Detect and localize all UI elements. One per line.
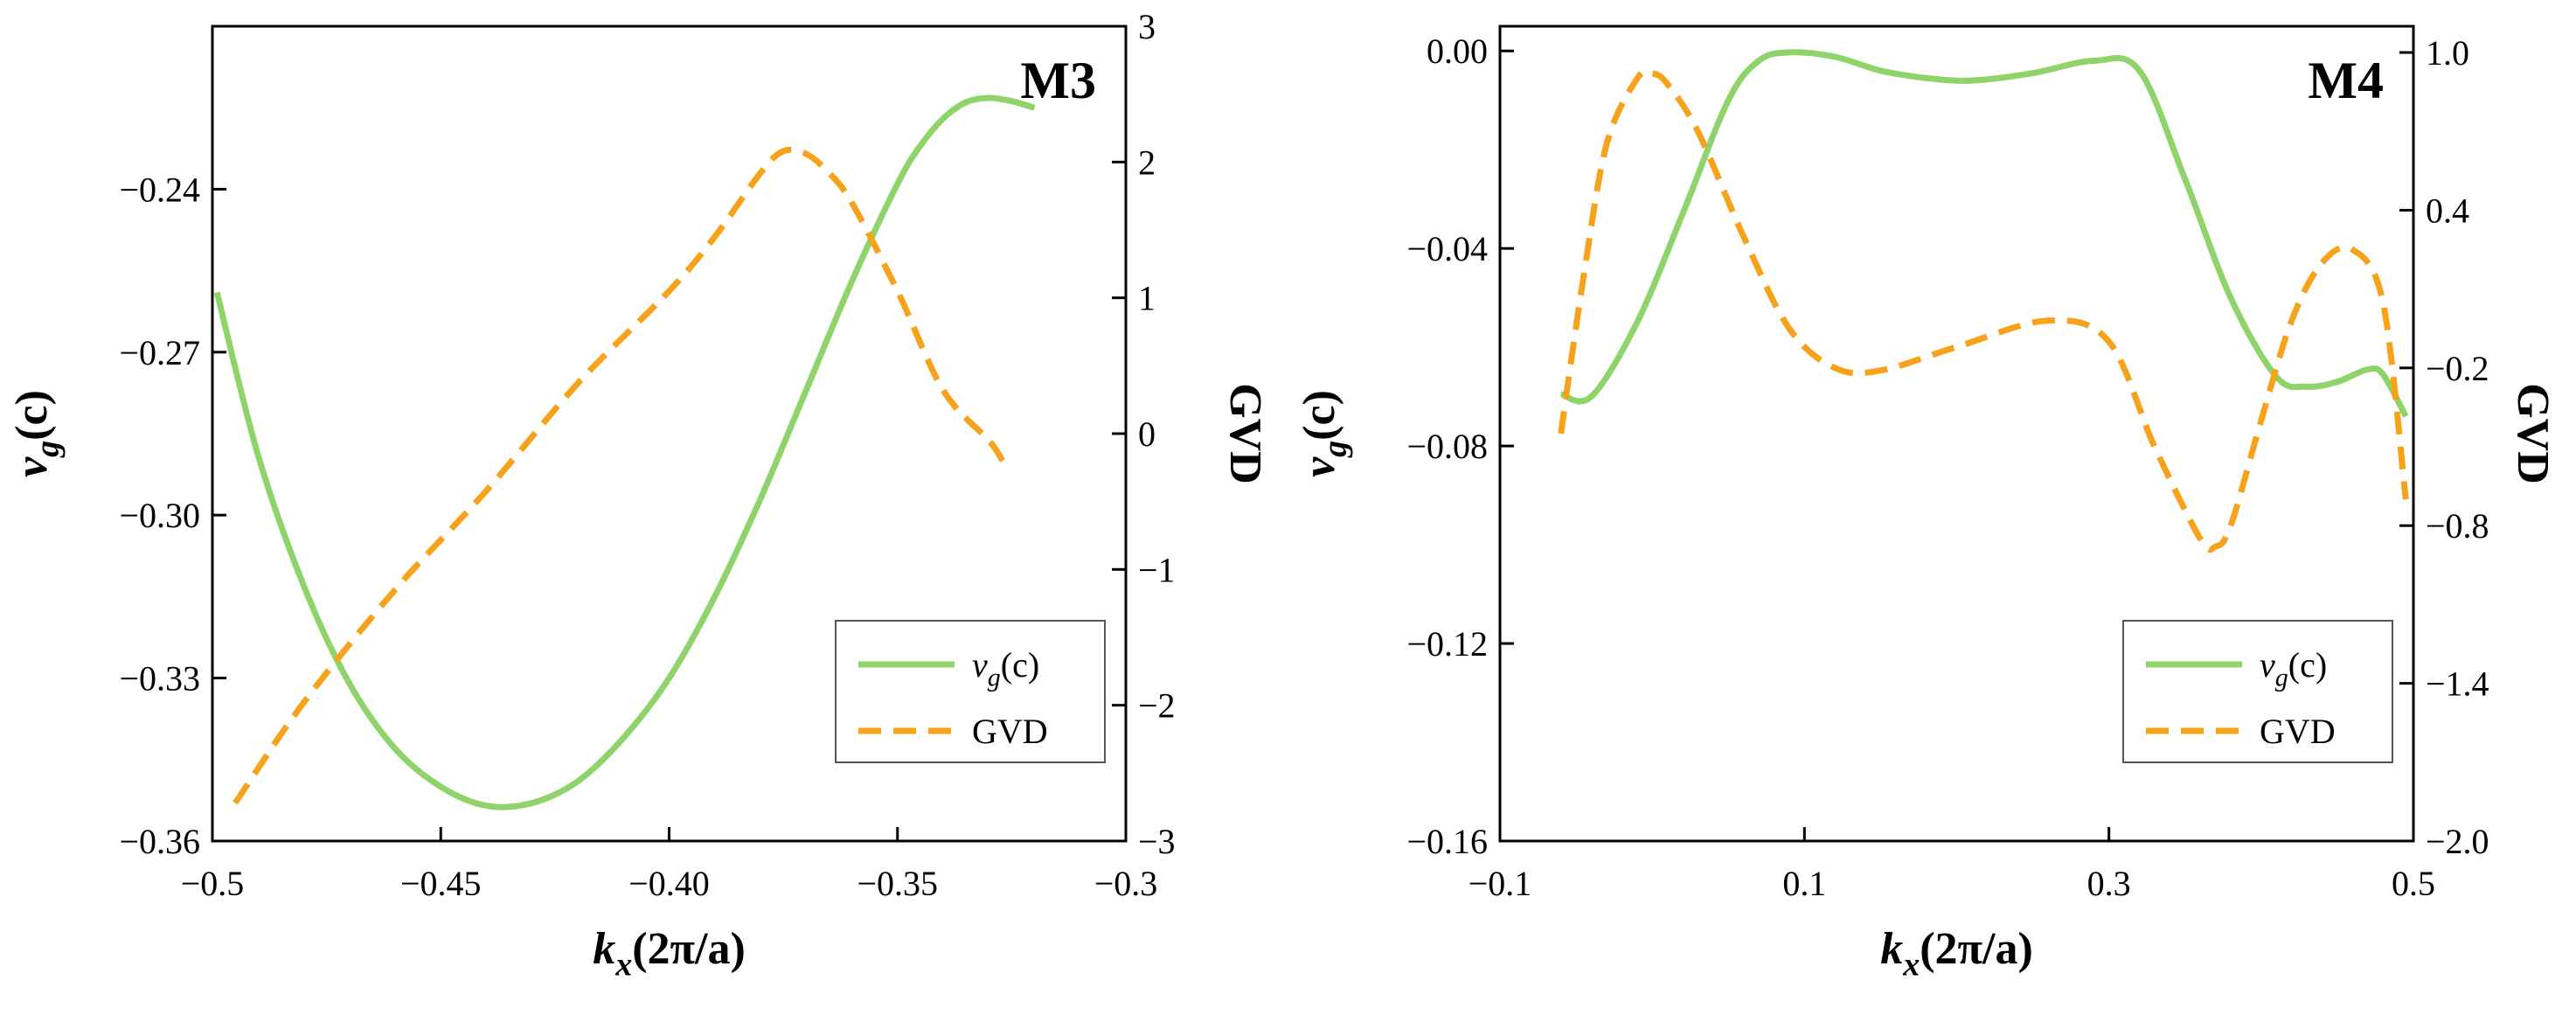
legend-label: vg(c) [972,645,1039,692]
x-tick-label: −0.5 [181,864,245,903]
y-tick-label: −0.08 [1406,427,1488,466]
legend-box [2122,620,2393,763]
y2-tick-label: 2 [1138,143,1156,182]
y2-tick-label: 1 [1138,279,1156,318]
y2-tick-label: 0.4 [2426,191,2469,230]
y2-tick-label: −1 [1138,550,1176,589]
x-tick-label: 0.1 [1782,864,1826,903]
x-tick-label: 0.3 [2087,864,2131,903]
y2-tick-label: −2 [1138,686,1176,726]
x-tick-label: −0.40 [628,864,710,903]
panel-label: M4 [2308,52,2384,109]
y-tick-label: 0.00 [1427,31,1488,71]
x-tick-label: −0.35 [857,864,938,903]
series-line-vg [1559,49,2409,418]
y-tick-label: −0.16 [1406,822,1488,861]
y2-tick-label: −0.2 [2426,349,2489,388]
x-axis-label: kx(2π/a) [593,924,746,983]
y2-tick-label: −1.4 [2426,664,2489,704]
panel-label: M3 [1020,52,1096,109]
series-line-gvd [1558,68,2409,553]
y-tick-label: −0.24 [119,170,200,209]
y-axis-label: vg(c) [7,390,66,477]
y-tick-label: −0.04 [1406,229,1488,268]
y-tick-label: −0.33 [119,659,200,699]
y2-tick-label: −0.8 [2426,506,2489,546]
legend-box [835,620,1106,763]
y2-axis-label: GVD [1220,383,1270,484]
legend-label: vg(c) [2260,645,2327,692]
x-tick-label: −0.45 [400,864,482,903]
legend-label: GVD [2260,712,2336,751]
y-tick-label: −0.12 [1406,624,1488,664]
y2-tick-label: −3 [1138,822,1176,861]
series-line-vg [213,94,1036,810]
y-tick-label: −0.30 [119,496,200,535]
y-tick-label: −0.36 [119,822,200,861]
x-tick-label: −0.3 [1094,864,1158,903]
y2-axis-label: GVD [2508,383,2558,484]
y2-tick-label: 0 [1138,414,1156,454]
y2-tick-label: −2.0 [2426,822,2489,861]
x-axis-label: kx(2π/a) [1880,924,2033,983]
y-tick-label: −0.27 [119,333,200,372]
y-axis-label: vg(c) [1295,390,1353,477]
plot-frame [1498,24,2415,843]
x-tick-label: −0.1 [1469,864,1532,903]
y2-tick-label: 1.0 [2426,33,2469,73]
x-tick-label: 0.5 [2392,864,2435,903]
legend-label: GVD [972,712,1048,751]
chart-m4: −0.1 0.1 0.3 0.5 −0.16 −0.12 −0.08 −0.04 0.00 −2.… [1295,24,2558,983]
y2-tick-label: 3 [1138,7,1156,46]
chart-m3: −0.5 −0.45 −0.40 −0.35 −0.3 −0.36 −0.33 −0.30 −0… [7,7,1270,983]
